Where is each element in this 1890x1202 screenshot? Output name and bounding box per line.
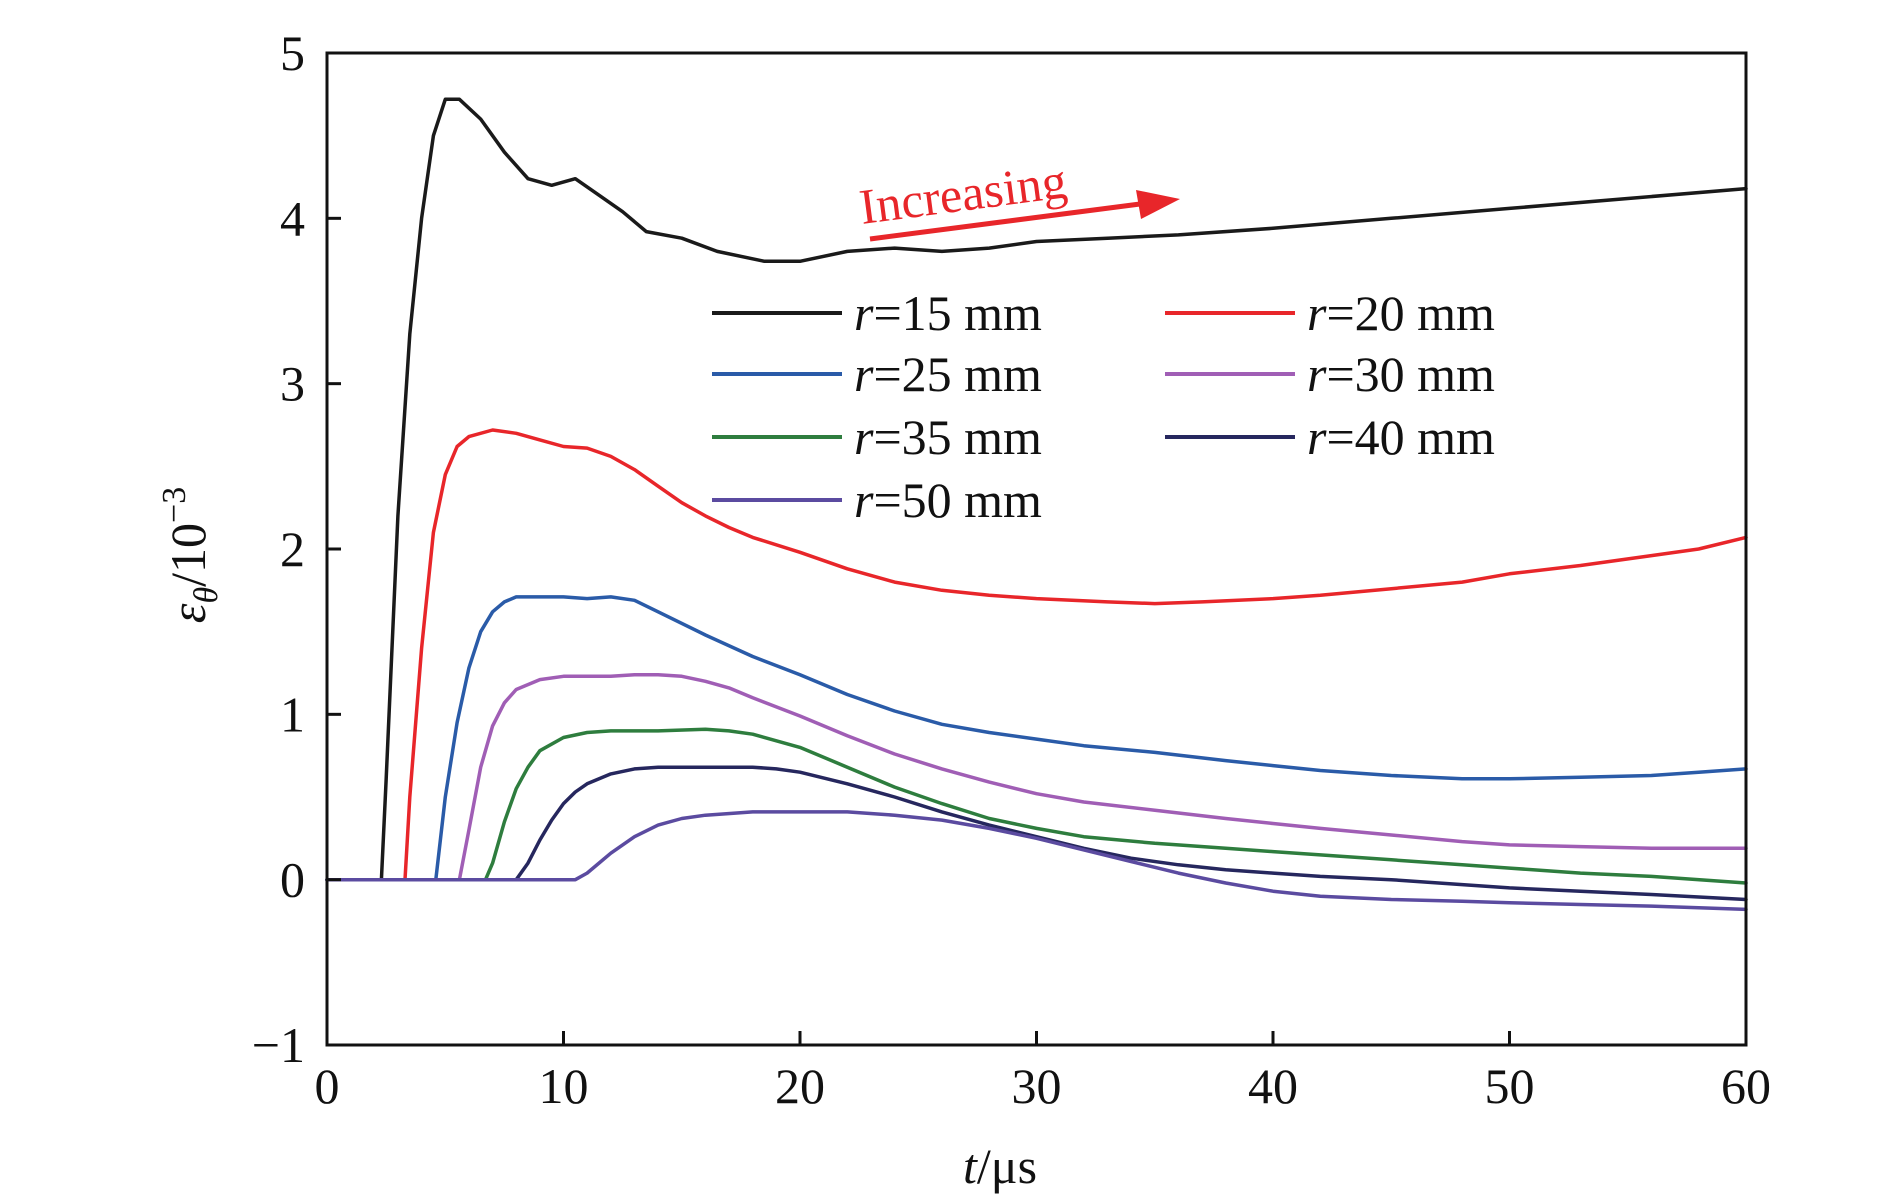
- y-tick-label: 4: [280, 190, 305, 246]
- x-axis-title-unit: /μs: [977, 1138, 1037, 1194]
- x-axis-ticks: 0 10 20 30 40 50 60: [315, 1031, 1771, 1114]
- series-line-r-50-mm: [325, 810, 1748, 912]
- y-axis-title-exponent: −3: [156, 487, 193, 523]
- y-tick-label: 5: [280, 25, 305, 81]
- x-tick-label: 60: [1721, 1058, 1771, 1114]
- series-line-r-20-mm: [325, 428, 1748, 882]
- y-tick-label: 3: [280, 356, 305, 412]
- increasing-arrow-head: [1136, 190, 1180, 219]
- x-axis-title-variable: t: [963, 1138, 978, 1194]
- y-tick-label: −1: [252, 1017, 305, 1073]
- y-axis-ticks: −1 0 1 2 3 4 5: [252, 25, 341, 1073]
- series-line-r-25-mm: [325, 595, 1748, 882]
- y-tick-label: 1: [280, 686, 305, 742]
- increasing-annotation: Increasing: [856, 152, 1180, 242]
- y-tick-label: 0: [280, 852, 305, 908]
- y-axis-title-variable: ε: [160, 603, 216, 623]
- x-tick-label: 40: [1248, 1058, 1298, 1114]
- x-tick-label: 50: [1485, 1058, 1535, 1114]
- legend-label: r=15 mm: [854, 285, 1042, 341]
- series-line-r-35-mm: [325, 727, 1748, 885]
- plot-lines: [325, 97, 1748, 912]
- y-axis-title-subscript: θ: [188, 587, 225, 604]
- y-axis-title: εθ/10−3: [156, 487, 225, 624]
- legend-label: r=50 mm: [854, 472, 1042, 528]
- series-line-r-30-mm: [325, 672, 1748, 882]
- legend: r=15 mm r=20 mm r=25 mm r=30 mm r=35 mm r=40 …: [712, 285, 1495, 528]
- legend-label: r=40 mm: [1307, 409, 1495, 465]
- x-tick-label: 30: [1012, 1058, 1062, 1114]
- x-axis-title: t/μs: [963, 1138, 1037, 1194]
- y-axis-title-unit: /10: [160, 523, 216, 587]
- increasing-arrow-shaft: [869, 201, 1141, 242]
- x-tick-label: 0: [315, 1058, 340, 1114]
- series-line-r-15-mm: [325, 97, 1748, 882]
- x-tick-label: 10: [539, 1058, 589, 1114]
- y-tick-label: 2: [280, 521, 305, 577]
- series-line-r-40-mm: [325, 765, 1748, 902]
- legend-label: r=30 mm: [1307, 346, 1495, 402]
- legend-label: r=20 mm: [1307, 285, 1495, 341]
- increasing-label: Increasing: [856, 152, 1070, 235]
- legend-label: r=25 mm: [854, 346, 1042, 402]
- legend-label: r=35 mm: [854, 409, 1042, 465]
- x-tick-label: 20: [775, 1058, 825, 1114]
